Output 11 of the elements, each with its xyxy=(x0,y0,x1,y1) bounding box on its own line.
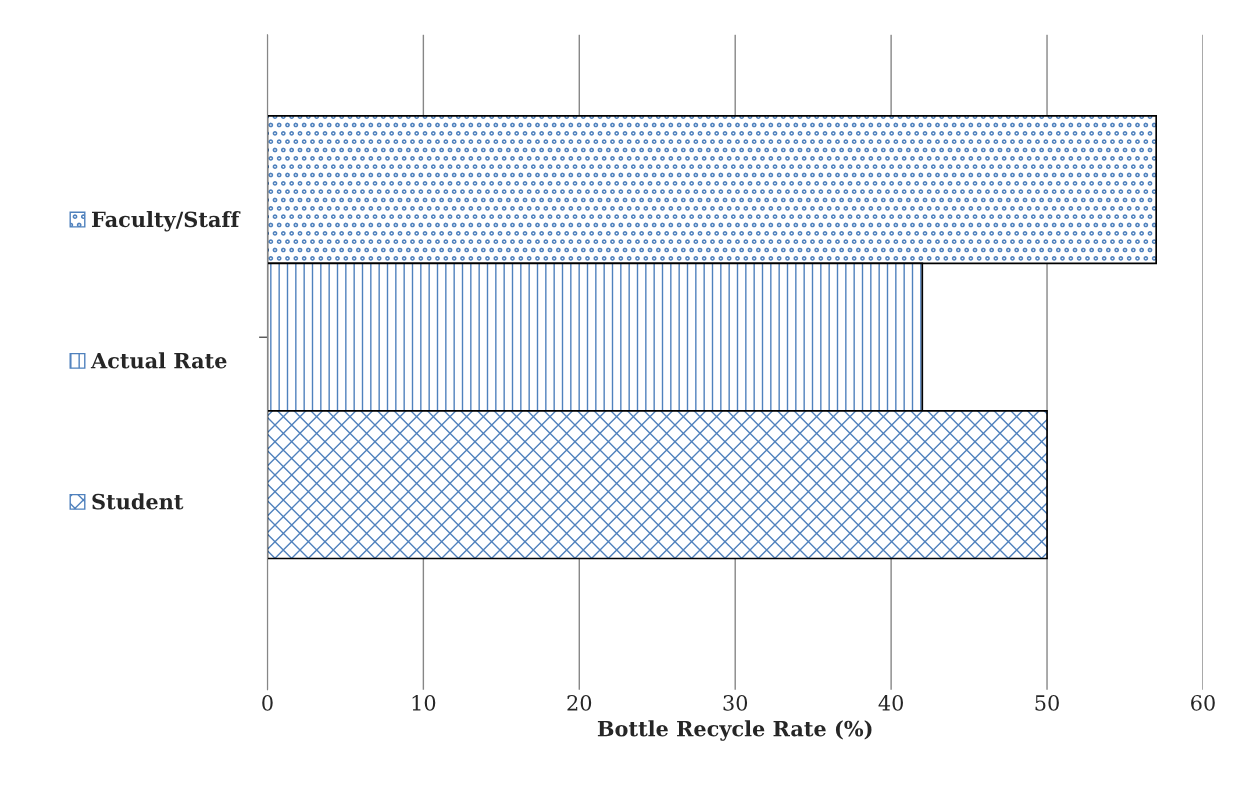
x-axis-title: Bottle Recycle Rate (%) xyxy=(597,720,872,741)
x-tick-label: 50 xyxy=(1035,694,1059,711)
x-tick-label: 30 xyxy=(723,694,748,711)
legend-label: Student xyxy=(92,493,184,510)
x-tick-label: 60 xyxy=(1191,694,1215,711)
x-tick-label: 20 xyxy=(567,694,592,711)
x-tick-label: 40 xyxy=(878,694,903,711)
x-tick-label: 0 xyxy=(262,694,273,711)
legend-label: Faculty/Staff xyxy=(92,211,241,232)
x-tick-label: 10 xyxy=(412,694,436,711)
legend-label: Actual Rate xyxy=(90,352,227,369)
